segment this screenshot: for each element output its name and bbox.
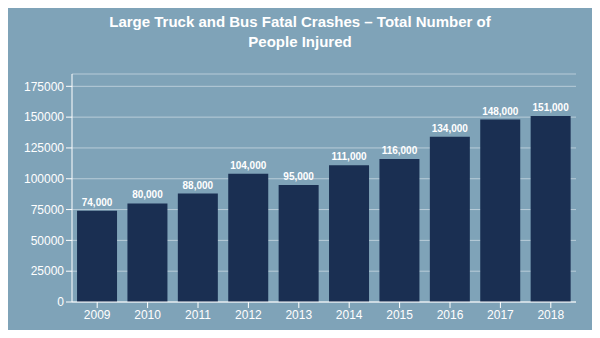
svg-text:2016: 2016 (437, 308, 464, 322)
html-text:Large Truck and Bus Fatal Cras: Large Truck and Bus Fatal Crashes – Tota… (109, 13, 491, 30)
svg-text:175000: 175000 (24, 80, 64, 94)
svg-text:2010: 2010 (134, 308, 161, 322)
svg-text:2017: 2017 (487, 308, 514, 322)
svg-text:80,000: 80,000 (132, 189, 163, 200)
svg-text:134,000: 134,000 (432, 123, 469, 134)
svg-text:2009: 2009 (84, 308, 111, 322)
svg-text:104,000: 104,000 (230, 160, 267, 171)
svg-text:0: 0 (57, 295, 64, 309)
svg-text:2013: 2013 (285, 308, 312, 322)
svg-text:2018: 2018 (537, 308, 564, 322)
svg-text:75000: 75000 (31, 203, 65, 217)
svg-text:2015: 2015 (386, 308, 413, 322)
svg-text:74,000: 74,000 (82, 197, 113, 208)
svg-text:95,000: 95,000 (283, 171, 314, 182)
svg-text:88,000: 88,000 (183, 180, 214, 191)
svg-text:2014: 2014 (336, 308, 363, 322)
svg-text:125000: 125000 (24, 141, 64, 155)
html-text:People Injured: People Injured (248, 33, 352, 50)
svg-text:116,000: 116,000 (382, 145, 418, 156)
svg-text:50000: 50000 (31, 234, 65, 248)
svg-text:148,000: 148,000 (482, 106, 519, 117)
svg-text:100000: 100000 (24, 172, 64, 186)
svg-text:151,000: 151,000 (533, 102, 570, 113)
svg-text:2011: 2011 (185, 308, 211, 322)
svg-text:150000: 150000 (24, 110, 64, 124)
svg-text:111,000: 111,000 (332, 151, 367, 162)
svg-text:25000: 25000 (31, 264, 65, 278)
svg-text:2012: 2012 (235, 308, 262, 322)
